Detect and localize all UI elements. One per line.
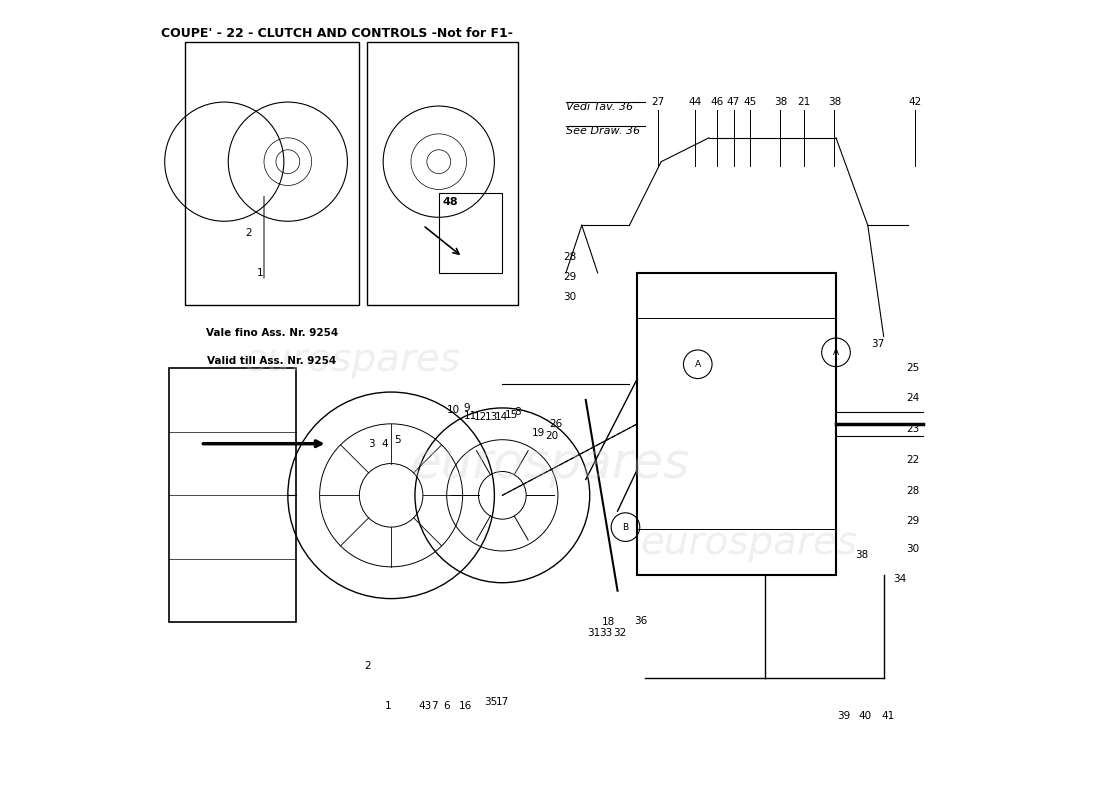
- Text: 7: 7: [431, 701, 438, 711]
- Text: 9: 9: [463, 403, 470, 413]
- Text: See Draw. 36: See Draw. 36: [565, 126, 640, 136]
- Text: 38: 38: [828, 97, 842, 107]
- Text: 38: 38: [856, 550, 869, 560]
- Text: 30: 30: [906, 544, 920, 554]
- Text: 36: 36: [634, 616, 647, 626]
- Text: 28: 28: [563, 252, 576, 262]
- Text: 14: 14: [495, 413, 508, 422]
- Text: 12: 12: [474, 413, 487, 422]
- Text: 45: 45: [744, 97, 757, 107]
- Bar: [168, 368, 296, 622]
- Text: 25: 25: [906, 363, 920, 374]
- Text: 13: 13: [485, 413, 498, 422]
- Text: 41: 41: [881, 711, 894, 721]
- Text: 33: 33: [600, 628, 613, 638]
- Text: COUPE' - 22 - CLUTCH AND CONTROLS -Not for F1-: COUPE' - 22 - CLUTCH AND CONTROLS -Not f…: [161, 26, 513, 40]
- Text: 1: 1: [385, 701, 392, 711]
- Text: 42: 42: [909, 97, 922, 107]
- Text: 10: 10: [447, 406, 460, 415]
- Text: 23: 23: [906, 424, 920, 434]
- Text: 35: 35: [484, 697, 497, 707]
- Text: 38: 38: [773, 97, 786, 107]
- Text: A: A: [833, 348, 839, 357]
- Text: 2: 2: [245, 228, 252, 238]
- Text: 26: 26: [550, 419, 563, 429]
- Text: eurospares: eurospares: [410, 439, 690, 487]
- Bar: [185, 42, 360, 305]
- Text: 16: 16: [459, 701, 472, 711]
- Text: eurospares: eurospares: [640, 524, 857, 562]
- Text: A: A: [695, 360, 701, 369]
- Text: 44: 44: [689, 97, 702, 107]
- Text: Vedi Tav. 36: Vedi Tav. 36: [565, 102, 632, 112]
- Text: 8: 8: [514, 407, 520, 417]
- Text: 11: 11: [464, 411, 477, 421]
- Text: 28: 28: [906, 486, 920, 496]
- Text: 24: 24: [906, 394, 920, 403]
- Text: Valid till Ass. Nr. 9254: Valid till Ass. Nr. 9254: [207, 356, 337, 366]
- Text: 29: 29: [563, 272, 576, 282]
- Text: 43: 43: [419, 701, 432, 711]
- Text: 27: 27: [651, 97, 664, 107]
- Text: 15: 15: [505, 410, 518, 420]
- Text: Vale fino Ass. Nr. 9254: Vale fino Ass. Nr. 9254: [206, 329, 338, 338]
- Text: 6: 6: [443, 701, 450, 711]
- Text: 22: 22: [906, 454, 920, 465]
- Text: 18: 18: [602, 618, 615, 627]
- Text: 47: 47: [727, 97, 740, 107]
- Text: 17: 17: [496, 697, 509, 707]
- Text: 4: 4: [382, 438, 388, 449]
- Bar: [367, 42, 518, 305]
- Text: 31: 31: [587, 628, 601, 638]
- Text: 34: 34: [893, 574, 906, 584]
- Bar: [637, 273, 836, 574]
- Text: 37: 37: [871, 339, 884, 350]
- Text: 5: 5: [394, 434, 400, 445]
- Bar: [439, 194, 503, 273]
- Text: 40: 40: [859, 711, 872, 721]
- Text: eurospares: eurospares: [243, 342, 460, 379]
- Text: 3: 3: [367, 438, 375, 449]
- Text: 48: 48: [442, 198, 459, 207]
- Text: B: B: [623, 522, 628, 532]
- Text: 30: 30: [563, 292, 576, 302]
- Text: 32: 32: [614, 628, 627, 638]
- Text: 29: 29: [906, 516, 920, 526]
- Text: 46: 46: [711, 97, 724, 107]
- Text: 19: 19: [531, 427, 544, 438]
- Text: 39: 39: [837, 711, 850, 721]
- Text: 1: 1: [256, 268, 263, 278]
- Text: 21: 21: [798, 97, 811, 107]
- Text: 2: 2: [364, 661, 371, 671]
- Text: 20: 20: [544, 430, 558, 441]
